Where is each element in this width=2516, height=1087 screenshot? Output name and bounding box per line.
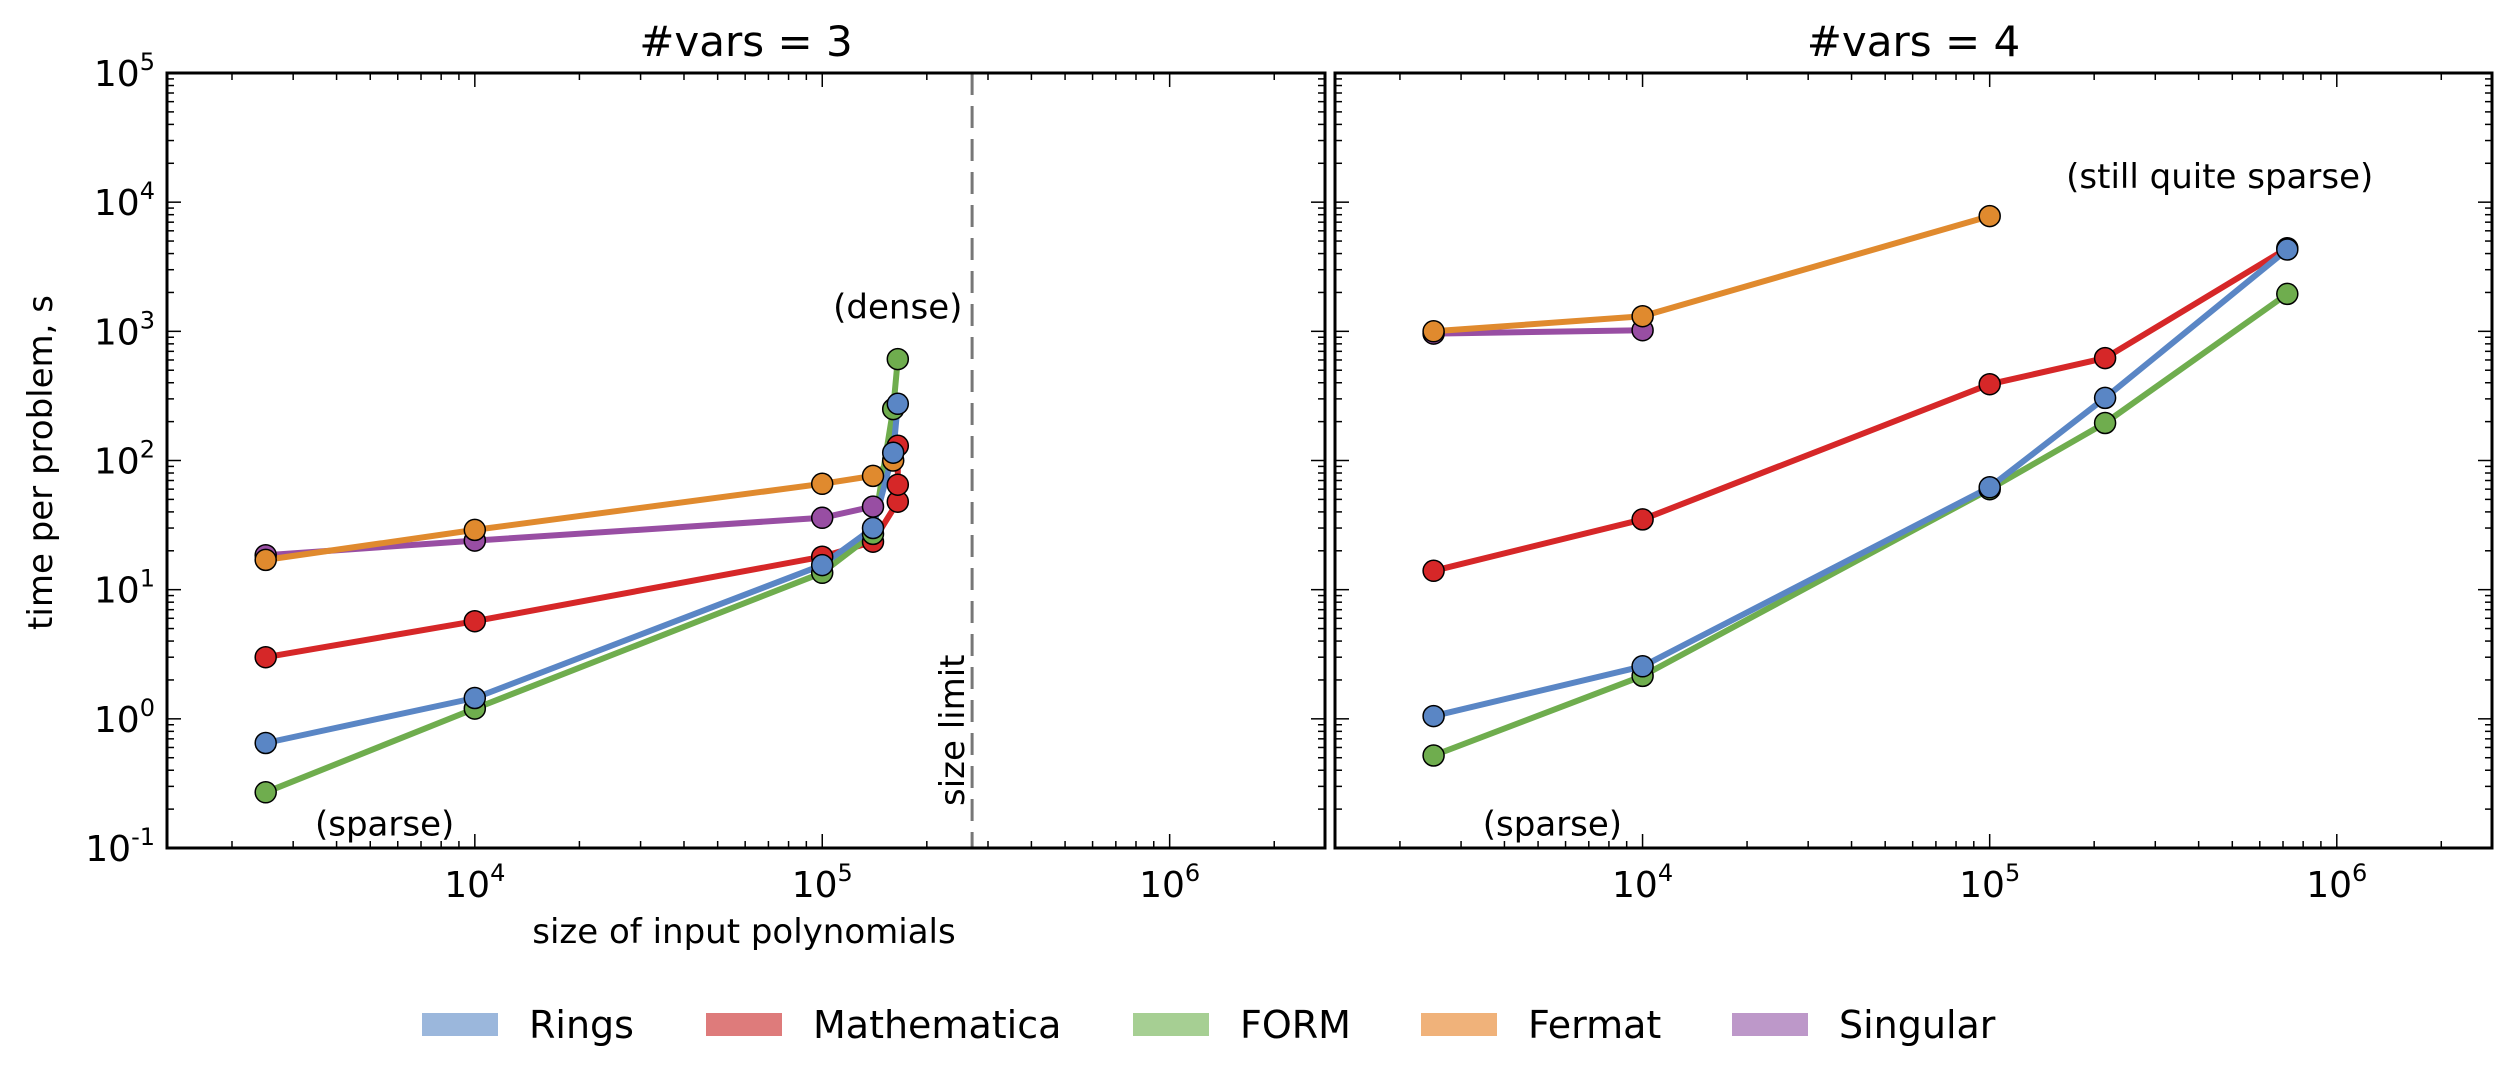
data-point-rings — [810, 553, 834, 577]
data-point-mathematica — [254, 645, 277, 669]
data-point-mathematica — [1631, 508, 1654, 531]
annotation: (sparse) — [315, 804, 454, 844]
x-tick-label: 106 — [1139, 859, 1200, 906]
legend-item-mathematica: Mathematica — [706, 1003, 1061, 1047]
legend-swatch — [1133, 1013, 1209, 1036]
y-tick-label: 10-1 — [85, 823, 155, 870]
data-point-rings — [463, 686, 487, 710]
y-tick-label: 103 — [94, 306, 155, 353]
legend-swatch — [1421, 1013, 1497, 1036]
data-point-rings — [1978, 476, 2001, 499]
legend-item-form: FORM — [1133, 1003, 1351, 1047]
series-line-singular — [1430, 327, 1646, 337]
x-axis-label: size of input polynomials — [532, 912, 955, 952]
data-point-singular — [810, 506, 834, 530]
y-tick-label: 101 — [94, 565, 155, 612]
y-tick-label: 105 — [94, 48, 155, 95]
panel-2: #vars = 4 104 105 106 (still quite sparse) (s… — [1333, 17, 2494, 906]
plot-frame — [1333, 71, 2494, 850]
panel-title: #vars = 3 — [639, 17, 853, 66]
plot-frame — [165, 71, 1327, 850]
data-point-fermat — [861, 464, 885, 488]
annotation: (dense) — [833, 288, 962, 328]
panel-1: #vars = 3 104 105 106 10-1 100 101 102 103 104 105… — [21, 17, 1327, 952]
legend-label: Singular — [1839, 1003, 1996, 1047]
annotation: (sparse) — [1483, 804, 1622, 844]
data-point-form — [2276, 282, 2299, 306]
legend-label: Rings — [529, 1003, 634, 1047]
y-tick-label: 104 — [94, 177, 155, 224]
data-point-fermat — [254, 548, 277, 572]
data-point-mathematica — [1422, 559, 1445, 583]
data-point-rings — [886, 392, 910, 416]
legend-swatch — [706, 1013, 782, 1036]
x-tick-label: 105 — [1959, 859, 2020, 906]
data-point-rings — [2093, 386, 2117, 410]
series — [1422, 204, 2299, 767]
series-line-fermat — [1430, 213, 1993, 335]
legend-label: FORM — [1240, 1003, 1351, 1047]
series-line-mathematica — [1430, 245, 2291, 574]
legend-item-rings: Rings — [422, 1003, 634, 1047]
data-point-rings — [881, 441, 905, 464]
series-line-fermat — [262, 457, 897, 563]
x-tick-label: 105 — [792, 859, 853, 906]
data-point-mathematica — [886, 473, 910, 496]
size-limit-label: size limit — [933, 654, 973, 806]
x-tick-label: 104 — [444, 859, 505, 906]
legend-swatch — [422, 1013, 498, 1036]
legend-item-singular: Singular — [1732, 1003, 1996, 1047]
data-point-form — [1422, 744, 1445, 767]
data-point-fermat — [810, 472, 834, 496]
y-tick-label: 102 — [94, 436, 155, 483]
data-point-rings — [1422, 704, 1445, 728]
y-tick-label: 100 — [94, 694, 155, 741]
data-point-mathematica — [2093, 346, 2117, 370]
data-point-fermat — [1422, 320, 1445, 343]
data-point-fermat — [1631, 304, 1654, 328]
x-tick-label: 106 — [2306, 859, 2367, 906]
data-point-singular — [861, 495, 885, 518]
x-tick-label: 104 — [1612, 859, 1673, 906]
data-point-fermat — [1978, 204, 2001, 228]
legend-swatch — [1732, 1013, 1808, 1036]
axis-ticks — [167, 72, 1325, 849]
data-point-fermat — [463, 518, 487, 542]
panel-title: #vars = 4 — [1807, 17, 2021, 66]
legend-item-fermat: Fermat — [1421, 1003, 1661, 1047]
series-line-rings — [262, 400, 901, 746]
legend: Rings Mathematica FORM Fermat Singular — [422, 1003, 1996, 1047]
legend-label: Fermat — [1528, 1003, 1661, 1047]
series — [254, 347, 910, 804]
annotation: (still quite sparse) — [2066, 157, 2373, 197]
data-point-rings — [254, 731, 277, 755]
y-axis-label: time per problem, s — [21, 295, 61, 630]
data-point-form — [2093, 411, 2117, 435]
data-point-form — [886, 347, 910, 371]
data-point-rings — [1631, 655, 1654, 678]
data-point-mathematica — [1978, 372, 2001, 396]
series-line-form — [262, 356, 901, 796]
data-point-rings — [2276, 238, 2299, 261]
data-point-form — [254, 781, 277, 804]
data-point-rings — [861, 516, 885, 540]
data-point-mathematica — [463, 609, 487, 633]
legend-label: Mathematica — [813, 1003, 1061, 1047]
